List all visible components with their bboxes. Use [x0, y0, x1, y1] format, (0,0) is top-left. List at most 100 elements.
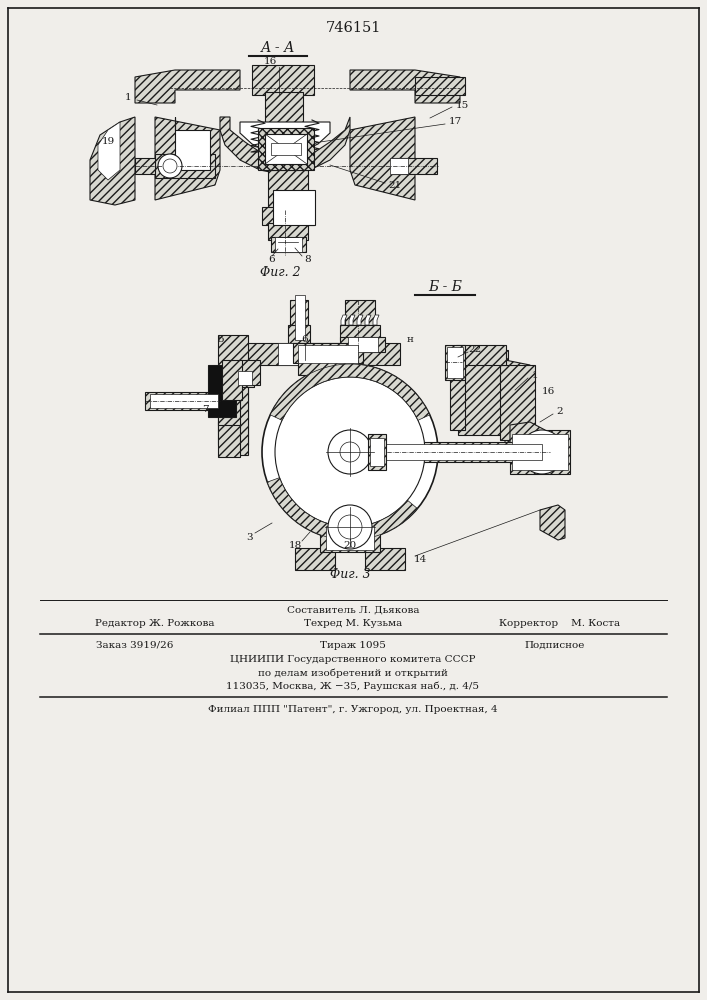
Bar	[145, 392, 220, 410]
Polygon shape	[90, 117, 135, 205]
Polygon shape	[349, 315, 355, 325]
Polygon shape	[155, 117, 220, 200]
Circle shape	[262, 364, 438, 540]
Bar	[288, 325, 310, 345]
Bar	[238, 371, 252, 385]
Bar	[320, 524, 380, 552]
Bar	[392, 158, 437, 174]
Bar	[345, 300, 375, 330]
Bar	[218, 375, 240, 425]
Polygon shape	[505, 360, 530, 452]
Bar	[458, 350, 508, 435]
Text: 18: 18	[288, 540, 302, 550]
Text: 16: 16	[542, 387, 554, 396]
Circle shape	[158, 154, 182, 178]
Bar	[372, 444, 542, 460]
Bar	[456, 345, 506, 365]
Polygon shape	[240, 122, 330, 154]
Bar	[298, 345, 358, 363]
Bar	[370, 438, 384, 466]
Circle shape	[275, 377, 425, 527]
Text: 21: 21	[388, 180, 402, 190]
Bar	[271, 237, 306, 252]
Text: Техред М. Кузьма: Техред М. Кузьма	[304, 619, 402, 629]
Text: 17: 17	[448, 117, 462, 126]
Bar	[240, 360, 260, 385]
Text: Составитель Л. Дьякова: Составитель Л. Дьякова	[287, 605, 419, 614]
Text: н: н	[407, 334, 414, 344]
Text: по делам изобретений и открытий: по делам изобретений и открытий	[258, 668, 448, 678]
Bar	[348, 337, 378, 352]
Bar	[445, 345, 465, 380]
Polygon shape	[350, 70, 460, 103]
Bar	[218, 422, 240, 457]
Bar	[290, 300, 308, 330]
Text: Φиг. 2: Φиг. 2	[259, 265, 300, 278]
Circle shape	[340, 442, 360, 462]
Polygon shape	[98, 122, 120, 180]
Bar	[218, 335, 248, 445]
Bar	[155, 154, 215, 178]
Bar	[268, 223, 308, 240]
Text: 7: 7	[201, 406, 209, 414]
Polygon shape	[373, 315, 379, 325]
Bar	[365, 548, 405, 570]
Polygon shape	[341, 315, 347, 325]
Text: 6: 6	[302, 334, 308, 344]
Bar	[135, 158, 180, 174]
Bar	[510, 430, 570, 474]
Bar	[252, 65, 314, 95]
Bar	[326, 526, 374, 550]
Polygon shape	[540, 505, 565, 540]
Bar	[230, 365, 248, 455]
Text: 5: 5	[216, 336, 223, 344]
Text: 6: 6	[269, 255, 275, 264]
Text: 2: 2	[556, 408, 563, 416]
Bar	[258, 128, 314, 170]
Bar	[390, 158, 408, 174]
Text: 14: 14	[414, 556, 426, 564]
Bar	[340, 337, 385, 352]
Circle shape	[520, 430, 564, 474]
Text: А - А: А - А	[261, 41, 296, 55]
Text: Редактор Ж. Рожкова: Редактор Ж. Рожкова	[95, 619, 215, 629]
Text: 746151: 746151	[325, 21, 380, 35]
Text: Корректор    М. Коста: Корректор М. Коста	[499, 619, 621, 629]
Bar	[450, 355, 465, 430]
Text: Тираж 1095: Тираж 1095	[320, 641, 386, 650]
Bar	[265, 92, 303, 130]
Bar	[447, 347, 463, 378]
Polygon shape	[365, 315, 371, 325]
Text: 15: 15	[455, 101, 469, 109]
Polygon shape	[175, 117, 210, 170]
Bar	[298, 360, 358, 375]
Text: ЦНИИПИ Государственного комитета СССР: ЦНИИПИ Государственного комитета СССР	[230, 656, 476, 664]
Text: Φиг. 3: Φиг. 3	[329, 568, 370, 582]
Bar	[275, 237, 302, 252]
Bar	[265, 134, 307, 164]
Bar	[500, 365, 535, 440]
Bar	[150, 394, 218, 408]
Text: Подписное: Подписное	[525, 641, 585, 650]
Text: 20: 20	[344, 540, 356, 550]
Polygon shape	[357, 315, 363, 325]
Text: Заказ 3919/26: Заказ 3919/26	[96, 641, 174, 650]
Text: Б - Б: Б - Б	[428, 280, 462, 294]
Polygon shape	[350, 117, 415, 200]
Wedge shape	[267, 478, 417, 540]
Bar	[372, 442, 542, 462]
Text: Филиал ППП "Патент", г. Ужгород, ул. Проектная, 4: Филиал ППП "Патент", г. Ужгород, ул. Про…	[208, 704, 498, 714]
Bar	[208, 365, 236, 417]
Text: 113035, Москва, Ж −35, Раушская наб., д. 4/5: 113035, Москва, Ж −35, Раушская наб., д.…	[226, 681, 479, 691]
Bar	[273, 190, 315, 225]
Circle shape	[328, 505, 372, 549]
Text: 3: 3	[247, 532, 253, 542]
Circle shape	[328, 430, 372, 474]
Bar	[415, 77, 465, 95]
Text: 19: 19	[101, 137, 115, 146]
Bar	[295, 295, 305, 340]
Bar	[240, 343, 400, 365]
Bar	[340, 325, 380, 340]
Text: 8: 8	[305, 255, 311, 264]
Polygon shape	[510, 422, 545, 470]
